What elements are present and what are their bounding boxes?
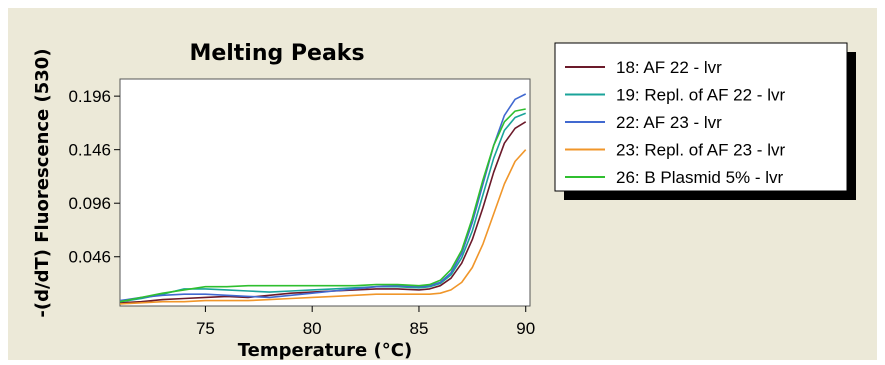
y-tick-label: 0.196 [68, 87, 111, 106]
legend-label: 19: Repl. of AF 22 - lvr [616, 86, 785, 105]
series-line-1 [119, 121, 527, 304]
series-lines [119, 93, 527, 305]
x-tick-label: 85 [409, 319, 428, 338]
legend-label: 18: AF 22 - lvr [616, 58, 722, 77]
x-tick-label: 90 [516, 319, 535, 338]
x-tick-label: 80 [303, 319, 322, 338]
x-tick-label: 75 [196, 319, 215, 338]
y-axis-label: -(d/dT) Fluorescence (530) [32, 48, 53, 317]
y-tick-label: 0.146 [68, 141, 111, 160]
legend-label: 23: Repl. of AF 23 - lvr [616, 141, 785, 160]
melting-peaks-chart: Melting Peaks -(d/dT) Fluorescence (530)… [32, 41, 856, 360]
x-axis-label: Temperature (°C) [238, 340, 412, 360]
y-tick-label: 0.046 [68, 248, 111, 267]
y-tick-label: 0.096 [68, 194, 111, 213]
chart-panel: Melting Peaks -(d/dT) Fluorescence (530)… [8, 8, 877, 360]
series-line-5 [119, 108, 526, 303]
chart-title: Melting Peaks [189, 41, 364, 66]
legend: 18: AF 22 - lvr 19: Repl. of AF 22 - lvr 2… [565, 58, 785, 187]
legend-label: 26: B Plasmid 5% - lvr [616, 168, 784, 187]
series-line-4 [119, 149, 527, 305]
axis-ticks: 75 80 85 90 0.046 0.096 0.146 0.196 [68, 87, 535, 338]
plot-area [119, 78, 531, 307]
series-line-3 [119, 93, 527, 302]
legend-label: 22: AF 23 - lvr [616, 113, 722, 132]
